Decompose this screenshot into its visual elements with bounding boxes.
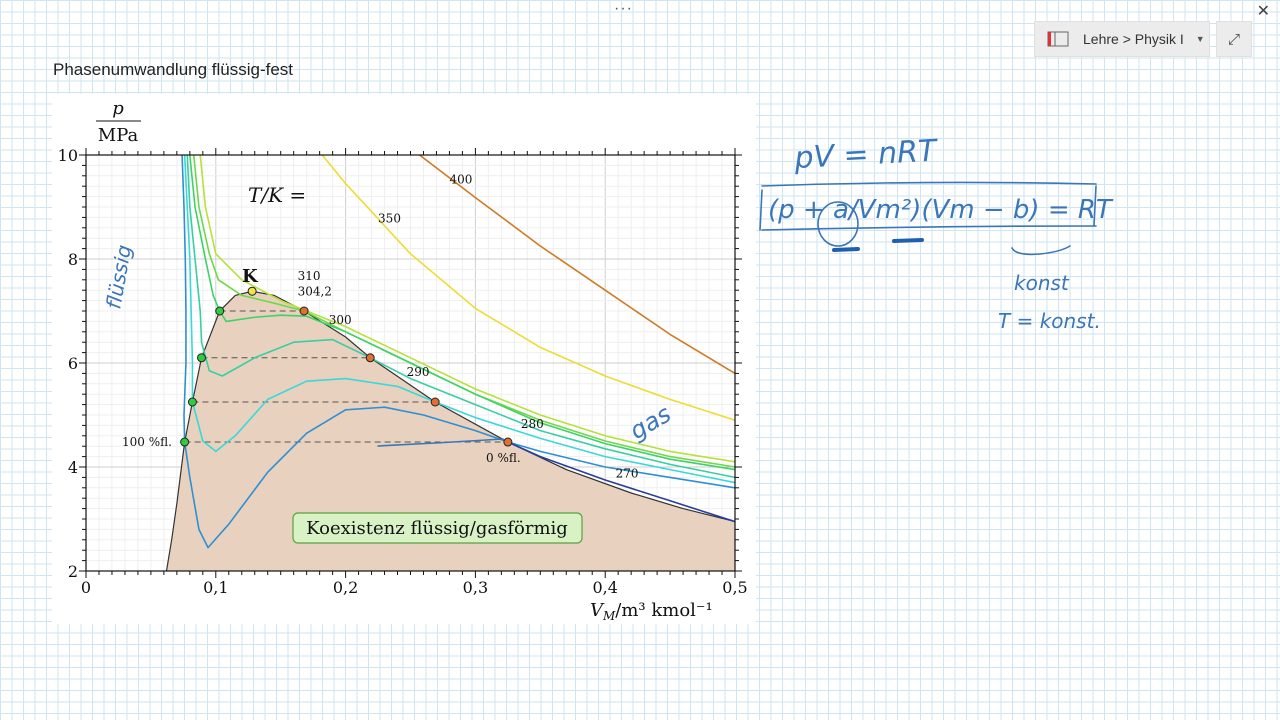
more-options-icon[interactable]: ··· [614, 0, 633, 17]
isotherm-label: 310 [298, 269, 321, 283]
close-button[interactable]: ✕ [1256, 3, 1270, 20]
y-tick-label: 8 [68, 250, 78, 269]
chevron-down-icon: ▼ [1195, 34, 1205, 44]
liquid-boundary-label: 100 %fl. [122, 435, 172, 449]
notebook-icon [1047, 31, 1069, 47]
vm-circle-mark [817, 201, 859, 247]
isotherm-curves [181, 155, 735, 549]
x-axis-label-symbol: V [590, 600, 605, 621]
gas-saturation-point [299, 306, 309, 316]
critical-point-label: K [242, 266, 259, 287]
equation-bracket-left [759, 189, 763, 231]
van-der-waals-equation: (p + a/Vm²)(Vm − b) = RT [768, 195, 1114, 225]
isotherm-label: 270 [616, 466, 639, 480]
isotherm-400 [419, 155, 735, 375]
gas-saturation-point [503, 437, 513, 447]
gas-saturation-point [430, 397, 440, 407]
gas-saturation-point [365, 353, 375, 363]
critical-point [247, 286, 257, 296]
gas-boundary-label: 0 %fl. [486, 451, 521, 465]
notebook-breadcrumb-button[interactable]: Lehre > Physik I ▼ [1034, 21, 1210, 57]
konst-note: konst [1014, 271, 1070, 295]
x-tick-label: 0,4 [592, 578, 617, 597]
plot-axes [79, 148, 742, 578]
x-axis-label-unit: /m³ kmol⁻¹ [615, 600, 712, 621]
legend-title: T/K = [248, 183, 306, 207]
expand-icon: ⤢ [1227, 30, 1240, 48]
phase-diagram-image: 0 0,1 0,2 0,3 0,4 0,5 2 4 6 8 10 400 350 310 304,2 30… [52, 94, 756, 624]
isotherm-label: 400 [449, 173, 472, 187]
isotherm-label: 350 [378, 212, 401, 226]
b-underline-mark [892, 238, 924, 243]
isotherm-300 [189, 155, 735, 471]
expand-button[interactable]: ⤢ [1216, 21, 1252, 57]
equation-bracket-right [1093, 185, 1097, 227]
coexistence-fill [166, 291, 735, 571]
x-tick-label: 0,2 [333, 578, 358, 597]
isotherm-295 [186, 155, 735, 479]
y-tick-label: 10 [58, 146, 78, 165]
breadcrumb-label: Lehre > Physik I [1083, 31, 1184, 47]
equation-underline-top [761, 181, 1097, 187]
y-tick-label: 2 [68, 562, 78, 581]
isotherm-290 [183, 155, 735, 484]
ideal-gas-equation: pV = nRT [793, 133, 940, 176]
x-axis-label: VM/m³ kmol⁻¹ [590, 600, 713, 623]
tie-lines [184, 310, 508, 443]
isotherm-304,2 [192, 155, 735, 468]
liquid-saturation-point [180, 437, 190, 447]
x-tick-labels: 0 0,1 0,2 0,3 0,4 0,5 [81, 578, 748, 597]
isotherm-label: 300 [329, 313, 352, 327]
coexistence-label: Koexistenz flüssig/gasförmig [306, 518, 568, 539]
isotherm-350 [321, 155, 735, 421]
liquid-saturation-point [197, 353, 207, 363]
liquid-saturation-point [187, 397, 197, 407]
isotherm-280 [181, 155, 735, 549]
equation-underline-bottom [761, 225, 1097, 231]
x-tick-label: 0,5 [722, 578, 747, 597]
liquid-saturation-point [215, 306, 225, 316]
y-tick-label: 6 [68, 354, 78, 373]
page-title: Phasenumwandlung flüssig-fest [53, 60, 294, 79]
y-axis-label-numerator: p [112, 98, 124, 119]
x-tick-label: 0 [81, 578, 91, 597]
y-axis-label-denominator: MPa [98, 125, 139, 146]
y-tick-labels: 2 4 6 8 10 [58, 146, 78, 581]
isotherm-label: 290 [407, 365, 430, 379]
konst-brace [1011, 245, 1071, 256]
isotherm-label: 280 [521, 417, 544, 431]
isotherm-270 [507, 441, 735, 523]
x-tick-label: 0,1 [203, 578, 228, 597]
y-tick-label: 4 [68, 458, 78, 477]
phase-points [180, 286, 513, 447]
isotherm-310 [199, 155, 735, 463]
x-axis-label-subscript: M [602, 609, 616, 623]
t-konst-note: T = konst. [998, 309, 1101, 333]
coexistence-label-box [292, 512, 583, 544]
isotherm-label: 304,2 [298, 284, 332, 298]
vm-underline-mark [832, 247, 860, 252]
x-tick-label: 0,3 [463, 578, 488, 597]
